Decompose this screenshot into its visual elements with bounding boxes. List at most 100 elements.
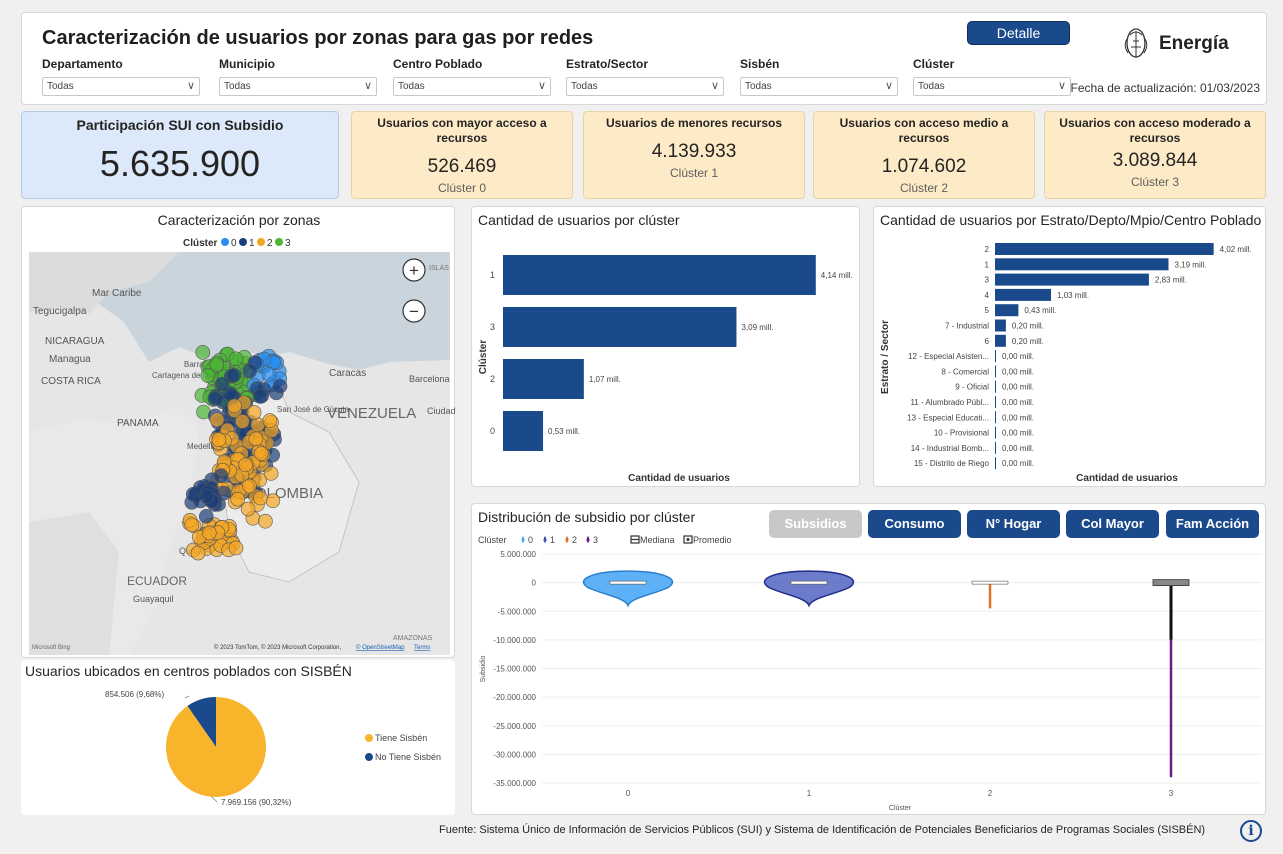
kpi-subtitle: Clúster 2 — [899, 181, 949, 195]
bar-cluster-2[interactable] — [503, 359, 584, 399]
map-point-cluster-2[interactable] — [184, 517, 200, 533]
kpi-value: 4.139.933 — [651, 141, 737, 162]
map-label: Ciudad — [427, 406, 456, 416]
map-point-cluster-2[interactable] — [265, 493, 281, 509]
map-point-cluster-2[interactable] — [190, 545, 206, 561]
y-tick-label: -35.000.000 — [493, 779, 536, 788]
bar-estrato[interactable] — [995, 304, 1019, 317]
map-point-cluster-1[interactable] — [272, 378, 288, 394]
y-tick-label: 2 — [985, 245, 990, 254]
map-point-cluster-2[interactable] — [228, 540, 244, 556]
pie-label-no-sisben: 854.506 (9,68%) — [105, 690, 164, 699]
map-point-cluster-1[interactable] — [198, 509, 214, 524]
bar-estrato[interactable] — [995, 243, 1214, 255]
detail-button[interactable]: Detalle — [967, 21, 1070, 45]
pie-slice-no-tiene-sisben[interactable] — [187, 697, 216, 747]
y-tick-label: 2 — [490, 374, 495, 384]
map-label: San José de Cúcuta — [277, 405, 350, 414]
zoom-in-button[interactable]: + — [402, 258, 426, 282]
map-point-cluster-2[interactable] — [202, 525, 217, 541]
bar-estrato[interactable] — [995, 334, 1006, 347]
bar-cluster-3[interactable] — [503, 307, 737, 347]
box-cluster-2 — [971, 580, 1009, 585]
y-axis-label: Estrato / Sector — [880, 320, 891, 394]
violin-cluster-1[interactable] — [763, 570, 855, 608]
kpi-value: 3.089.844 — [1112, 150, 1198, 171]
pie-slice-tiene-sisben[interactable] — [165, 697, 266, 797]
consumo-button[interactable]: Consumo — [868, 510, 961, 538]
n-hogar-button[interactable]: N° Hogar — [967, 510, 1060, 538]
pie-panel: Usuarios ubicados en centros poblados co… — [21, 660, 455, 815]
map-point-cluster-2[interactable] — [211, 432, 227, 447]
pie-label-sisben: 7.969.156 (90,32%) — [221, 798, 292, 807]
bar-estrato[interactable] — [995, 411, 996, 424]
estrato-sector-dropdown[interactable]: Todas ∨ — [566, 77, 724, 96]
data-label: 4,02 mill. — [1220, 245, 1252, 254]
map-label: Cartagena de Indias — [152, 371, 224, 380]
data-label: 1,07 mill. — [589, 375, 621, 384]
map-point-cluster-2[interactable] — [209, 412, 225, 428]
bar-estrato[interactable] — [995, 350, 996, 363]
map-point-cluster-2[interactable] — [258, 513, 273, 529]
map-point-cluster-0[interactable] — [261, 367, 277, 382]
subsidios-button[interactable]: Subsidios — [769, 510, 862, 538]
municipio-dropdown[interactable]: Todas ∨ — [219, 77, 377, 96]
bar-estrato[interactable] — [995, 288, 1052, 301]
map-point-cluster-2[interactable] — [230, 491, 246, 507]
legend-item: 3 — [593, 535, 598, 545]
cluster-dropdown[interactable]: Todas ∨ — [913, 77, 1071, 96]
bar-estrato[interactable] — [995, 365, 996, 378]
map-point-cluster-1[interactable] — [214, 376, 230, 392]
map-point-cluster-2[interactable] — [242, 478, 257, 494]
violin-chart: Distribución de subsidio por clúster Clú… — [478, 509, 1262, 812]
map-point-cluster-3[interactable] — [195, 345, 211, 360]
map-point-cluster-2[interactable] — [235, 414, 250, 429]
y-tick-label: 1 — [985, 260, 990, 269]
dropdown-value: Todas — [398, 81, 425, 92]
map-point-cluster-1[interactable] — [252, 389, 268, 404]
map-point-cluster-2[interactable] — [253, 446, 269, 461]
departamento-dropdown[interactable]: Todas ∨ — [42, 77, 200, 96]
sisben-dropdown[interactable]: Todas ∨ — [740, 77, 898, 96]
info-icon[interactable]: i — [1240, 820, 1262, 842]
terms-link[interactable]: Terms — [414, 645, 430, 651]
map-point-cluster-1[interactable] — [226, 367, 242, 383]
bar-estrato[interactable] — [995, 441, 996, 454]
violin-cluster-0[interactable] — [582, 570, 674, 608]
map-point-cluster-2[interactable] — [246, 405, 262, 420]
map-point-cluster-2[interactable] — [263, 466, 279, 481]
bar-estrato[interactable] — [995, 426, 996, 439]
bar-estrato[interactable] — [995, 258, 1169, 271]
bar-estrato[interactable] — [995, 319, 1006, 332]
map-point-cluster-2[interactable] — [248, 431, 264, 447]
bar-cluster-0[interactable] — [503, 411, 544, 451]
map-point-cluster-2[interactable] — [262, 413, 278, 428]
map-point-cluster-2[interactable] — [253, 490, 268, 506]
bar-estrato[interactable] — [995, 273, 1149, 286]
bar-estrato[interactable] — [995, 396, 996, 408]
map-point-cluster-2[interactable] — [238, 457, 253, 473]
map-point-cluster-1[interactable] — [199, 489, 215, 504]
osm-link[interactable]: © OpenStreetMap — [356, 644, 405, 651]
zoom-out-button[interactable]: − — [402, 299, 426, 323]
map-canvas[interactable]: Mar Caribe Tegucigalpa NICARAGUA Managua… — [29, 252, 456, 655]
map-point-cluster-3[interactable] — [228, 351, 244, 367]
y-tick-label: 3 — [490, 322, 495, 332]
map-point-cluster-1[interactable] — [242, 363, 258, 379]
map-point-cluster-2[interactable] — [240, 501, 256, 517]
box-cluster-3 — [1152, 579, 1190, 587]
map-point-cluster-3[interactable] — [200, 368, 216, 383]
estrato-bar-chart: Cantidad de usuarios por Estrato/Depto/M… — [880, 212, 1262, 484]
legend-drop-3 — [586, 536, 590, 543]
bar-cluster-1[interactable] — [503, 255, 816, 295]
bar-estrato[interactable] — [995, 457, 996, 470]
map-point-cluster-3[interactable] — [209, 357, 225, 373]
map-point-cluster-2[interactable] — [227, 398, 242, 414]
bar-estrato[interactable] — [995, 380, 996, 393]
fam-accion-button[interactable]: Fam Acción — [1166, 510, 1259, 538]
colombia-seal-icon — [1124, 28, 1148, 58]
map-point-cluster-1[interactable] — [213, 468, 229, 483]
centro-poblado-dropdown[interactable]: Todas ∨ — [393, 77, 551, 96]
col-mayor-button[interactable]: Col Mayor — [1066, 510, 1159, 538]
y-tick-label: -25.000.000 — [493, 722, 536, 731]
